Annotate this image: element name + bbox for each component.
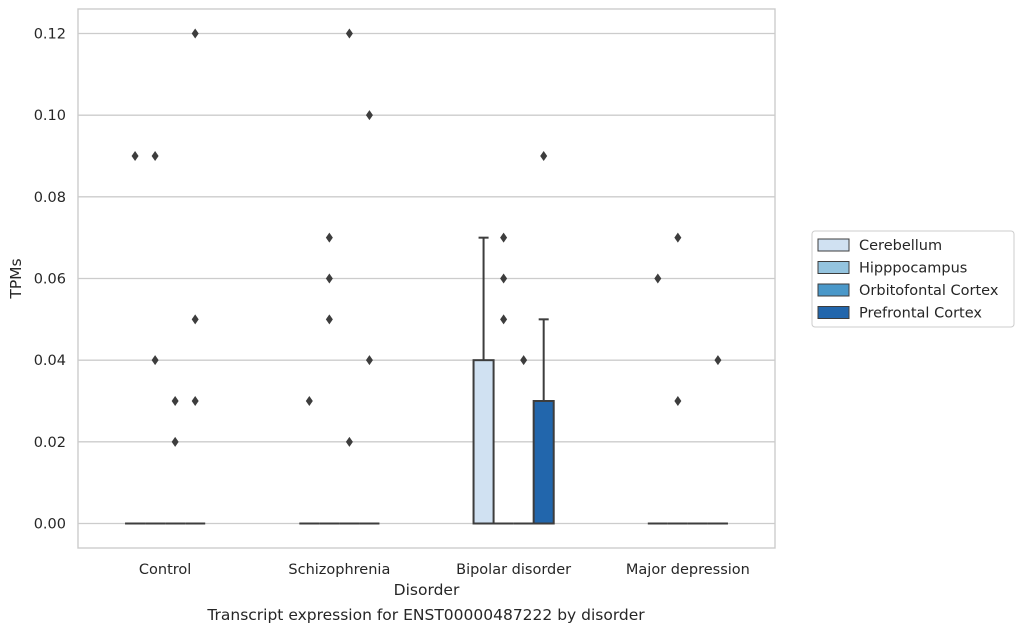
legend-box [811,230,1015,328]
outlier-point [131,151,139,161]
y-tick-label: 0.02 [34,435,66,451]
outlier-point [191,28,199,39]
x-tick-label: Schizophrenia [288,562,390,578]
outlier-point [191,314,199,325]
outlier-point [500,232,508,243]
outlier-point [654,273,662,284]
y-tick-label: 0.04 [34,353,66,369]
outlier-point [500,273,508,284]
outlier-point [520,355,528,366]
outlier-point [305,396,313,406]
x-tick-label: Bipolar disorder [456,562,571,578]
legend-swatch [817,238,850,252]
outlier-point [365,110,373,121]
outlier-point [151,151,159,161]
legend-label: Hipppocampus [859,261,967,277]
outlier-point [345,436,353,447]
outlier-point [191,396,199,406]
legend-label: Orbitofontal Cortex [859,283,999,299]
outlier-point [674,232,682,243]
outlier-point [500,314,508,325]
box [532,400,555,525]
outlier-point [674,396,682,406]
figure-caption: Transcript expression for ENST0000048722… [207,606,645,624]
outlier-point [540,151,548,161]
box [472,359,495,525]
outlier-point [345,28,353,39]
outlier-point [171,436,179,447]
x-tick-label: Major depression [626,562,750,578]
y-tick-label: 0.10 [34,108,66,124]
y-tick-label: 0.08 [34,190,66,206]
legend-swatch [817,261,850,274]
legend-swatch [817,283,850,297]
x-axis-label: Disorder [394,581,460,599]
plot-frame [77,8,776,549]
outlier-point [325,314,333,325]
y-tick-label: 0.00 [34,517,66,533]
outlier-point [151,355,159,366]
outlier-point [714,355,722,366]
legend-label: Cerebellum [859,238,942,254]
y-axis-label: TPMs [7,258,25,299]
y-tick-label: 0.06 [34,272,66,288]
legend-label: Prefrontal Cortex [859,306,982,322]
x-tick-label: Control [139,562,191,578]
legend-swatch [817,306,850,319]
y-tick-label: 0.12 [34,27,66,43]
outlier-point [325,273,333,284]
outlier-point [171,396,179,406]
outlier-point [365,355,373,366]
outlier-point [325,232,333,243]
